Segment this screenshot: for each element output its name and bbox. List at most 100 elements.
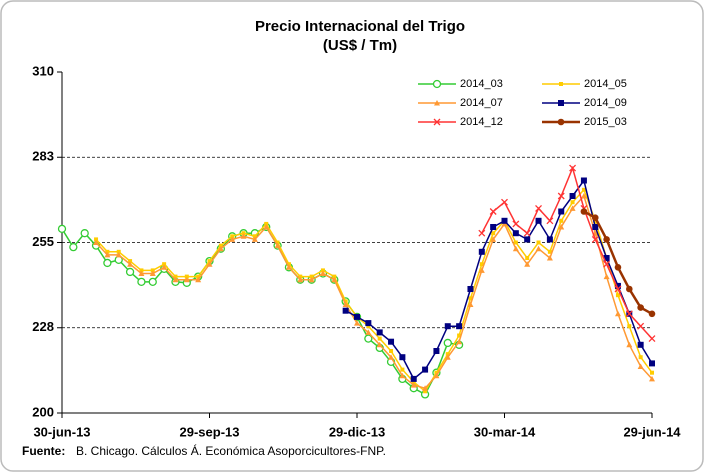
y-tick-label: 255 (32, 234, 54, 249)
marker (456, 323, 463, 330)
marker (535, 245, 542, 252)
series-line (481, 165, 653, 340)
marker (184, 274, 189, 279)
marker (366, 324, 371, 329)
marker (332, 274, 337, 279)
legend-marker (559, 82, 563, 86)
legend-marker (557, 118, 565, 126)
marker (478, 229, 486, 237)
marker (478, 267, 485, 273)
legend-marker (432, 79, 442, 89)
marker (603, 273, 610, 280)
marker (558, 208, 565, 215)
marker (319, 270, 326, 276)
y-tick-label: 310 (32, 63, 54, 78)
marker (558, 224, 565, 230)
marker (297, 276, 304, 283)
marker (591, 214, 599, 221)
marker (627, 324, 632, 329)
marker (434, 370, 439, 375)
marker (298, 274, 303, 279)
marker (569, 164, 577, 172)
marker (444, 354, 451, 360)
marker (80, 229, 89, 238)
marker (389, 349, 394, 353)
marker (377, 336, 382, 341)
marker (649, 375, 655, 382)
marker (93, 239, 100, 245)
marker (399, 354, 406, 361)
marker (116, 249, 121, 254)
marker (400, 367, 405, 372)
marker (467, 301, 474, 307)
marker (206, 261, 213, 267)
marker (501, 217, 508, 224)
marker (557, 192, 565, 200)
marker (637, 363, 644, 369)
marker (614, 310, 621, 317)
marker (637, 322, 645, 330)
marker (422, 385, 429, 391)
marker (546, 255, 553, 261)
marker (603, 260, 611, 268)
legend-label: 2014_12 (460, 116, 503, 128)
marker (637, 304, 644, 311)
marker (343, 299, 348, 304)
y-tick-label: 283 (32, 149, 54, 164)
marker (308, 276, 315, 283)
series-line (345, 178, 653, 381)
legend-label: 2015_03 (584, 116, 627, 128)
marker (127, 261, 134, 267)
marker (263, 224, 270, 230)
marker (149, 270, 156, 276)
marker (399, 372, 406, 379)
marker (150, 268, 155, 273)
marker (490, 224, 497, 230)
marker (320, 268, 325, 273)
marker (162, 262, 167, 267)
marker (457, 333, 462, 338)
marker (637, 341, 644, 348)
marker (285, 264, 292, 270)
marker (489, 208, 497, 215)
marker (625, 310, 633, 318)
legend-label: 2014_05 (584, 78, 627, 90)
marker (535, 217, 542, 224)
marker (183, 276, 190, 283)
x-tick-label: 29-dic-13 (329, 424, 385, 439)
marker (309, 274, 314, 279)
marker (388, 354, 395, 360)
marker (478, 248, 485, 255)
marker (580, 193, 587, 199)
source-text: B. Chicago. Cálculos Á. Económica Asopor… (76, 443, 386, 458)
marker (229, 236, 236, 242)
marker (603, 236, 610, 243)
marker (354, 313, 360, 320)
marker (196, 274, 201, 279)
marker (173, 274, 178, 279)
marker (376, 341, 383, 348)
marker (456, 338, 463, 345)
marker (422, 366, 429, 373)
marker (105, 249, 110, 254)
marker (148, 277, 157, 287)
marker (251, 236, 258, 242)
series-line (95, 194, 653, 390)
marker (443, 338, 452, 348)
marker (207, 259, 212, 264)
marker (125, 267, 135, 277)
marker (128, 259, 133, 264)
marker (614, 285, 622, 293)
marker (525, 256, 530, 260)
marker (536, 240, 541, 245)
marker (139, 268, 144, 273)
legend-label: 2014_09 (584, 97, 627, 109)
marker (57, 224, 67, 234)
legend-label: 2014_03 (460, 78, 503, 90)
marker (468, 296, 473, 301)
marker (445, 352, 450, 357)
marker (626, 285, 633, 293)
marker (103, 258, 112, 268)
marker (501, 198, 508, 206)
